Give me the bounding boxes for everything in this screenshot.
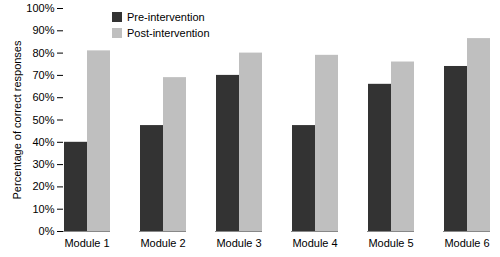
svg-text:50%: 50% xyxy=(32,114,54,126)
svg-text:80%: 80% xyxy=(32,47,54,59)
html-text:Pre-intervention: Pre-intervention xyxy=(127,11,205,23)
svg-text:90%: 90% xyxy=(32,24,54,36)
svg-text:30%: 30% xyxy=(32,158,54,170)
svg-text:70%: 70% xyxy=(32,69,54,81)
svg-text:Module 2: Module 2 xyxy=(140,237,185,249)
svg-text:Module 6: Module 6 xyxy=(444,237,489,249)
svg-text:Module 5: Module 5 xyxy=(368,237,413,249)
svg-text:Module 4: Module 4 xyxy=(292,237,337,249)
svg-text:Module 3: Module 3 xyxy=(216,237,261,249)
svg-text:Module 1: Module 1 xyxy=(64,237,109,249)
html-text:Post-intervention: Post-intervention xyxy=(127,27,210,39)
svg-text:Percentage of correct response: Percentage of correct responses xyxy=(11,40,23,199)
svg-text:10%: 10% xyxy=(32,203,54,215)
svg-text:60%: 60% xyxy=(32,91,54,103)
svg-text:20%: 20% xyxy=(32,180,54,192)
svg-text:40%: 40% xyxy=(32,136,54,148)
svg-text:100%: 100% xyxy=(26,2,54,14)
svg-text:0%: 0% xyxy=(39,225,55,237)
